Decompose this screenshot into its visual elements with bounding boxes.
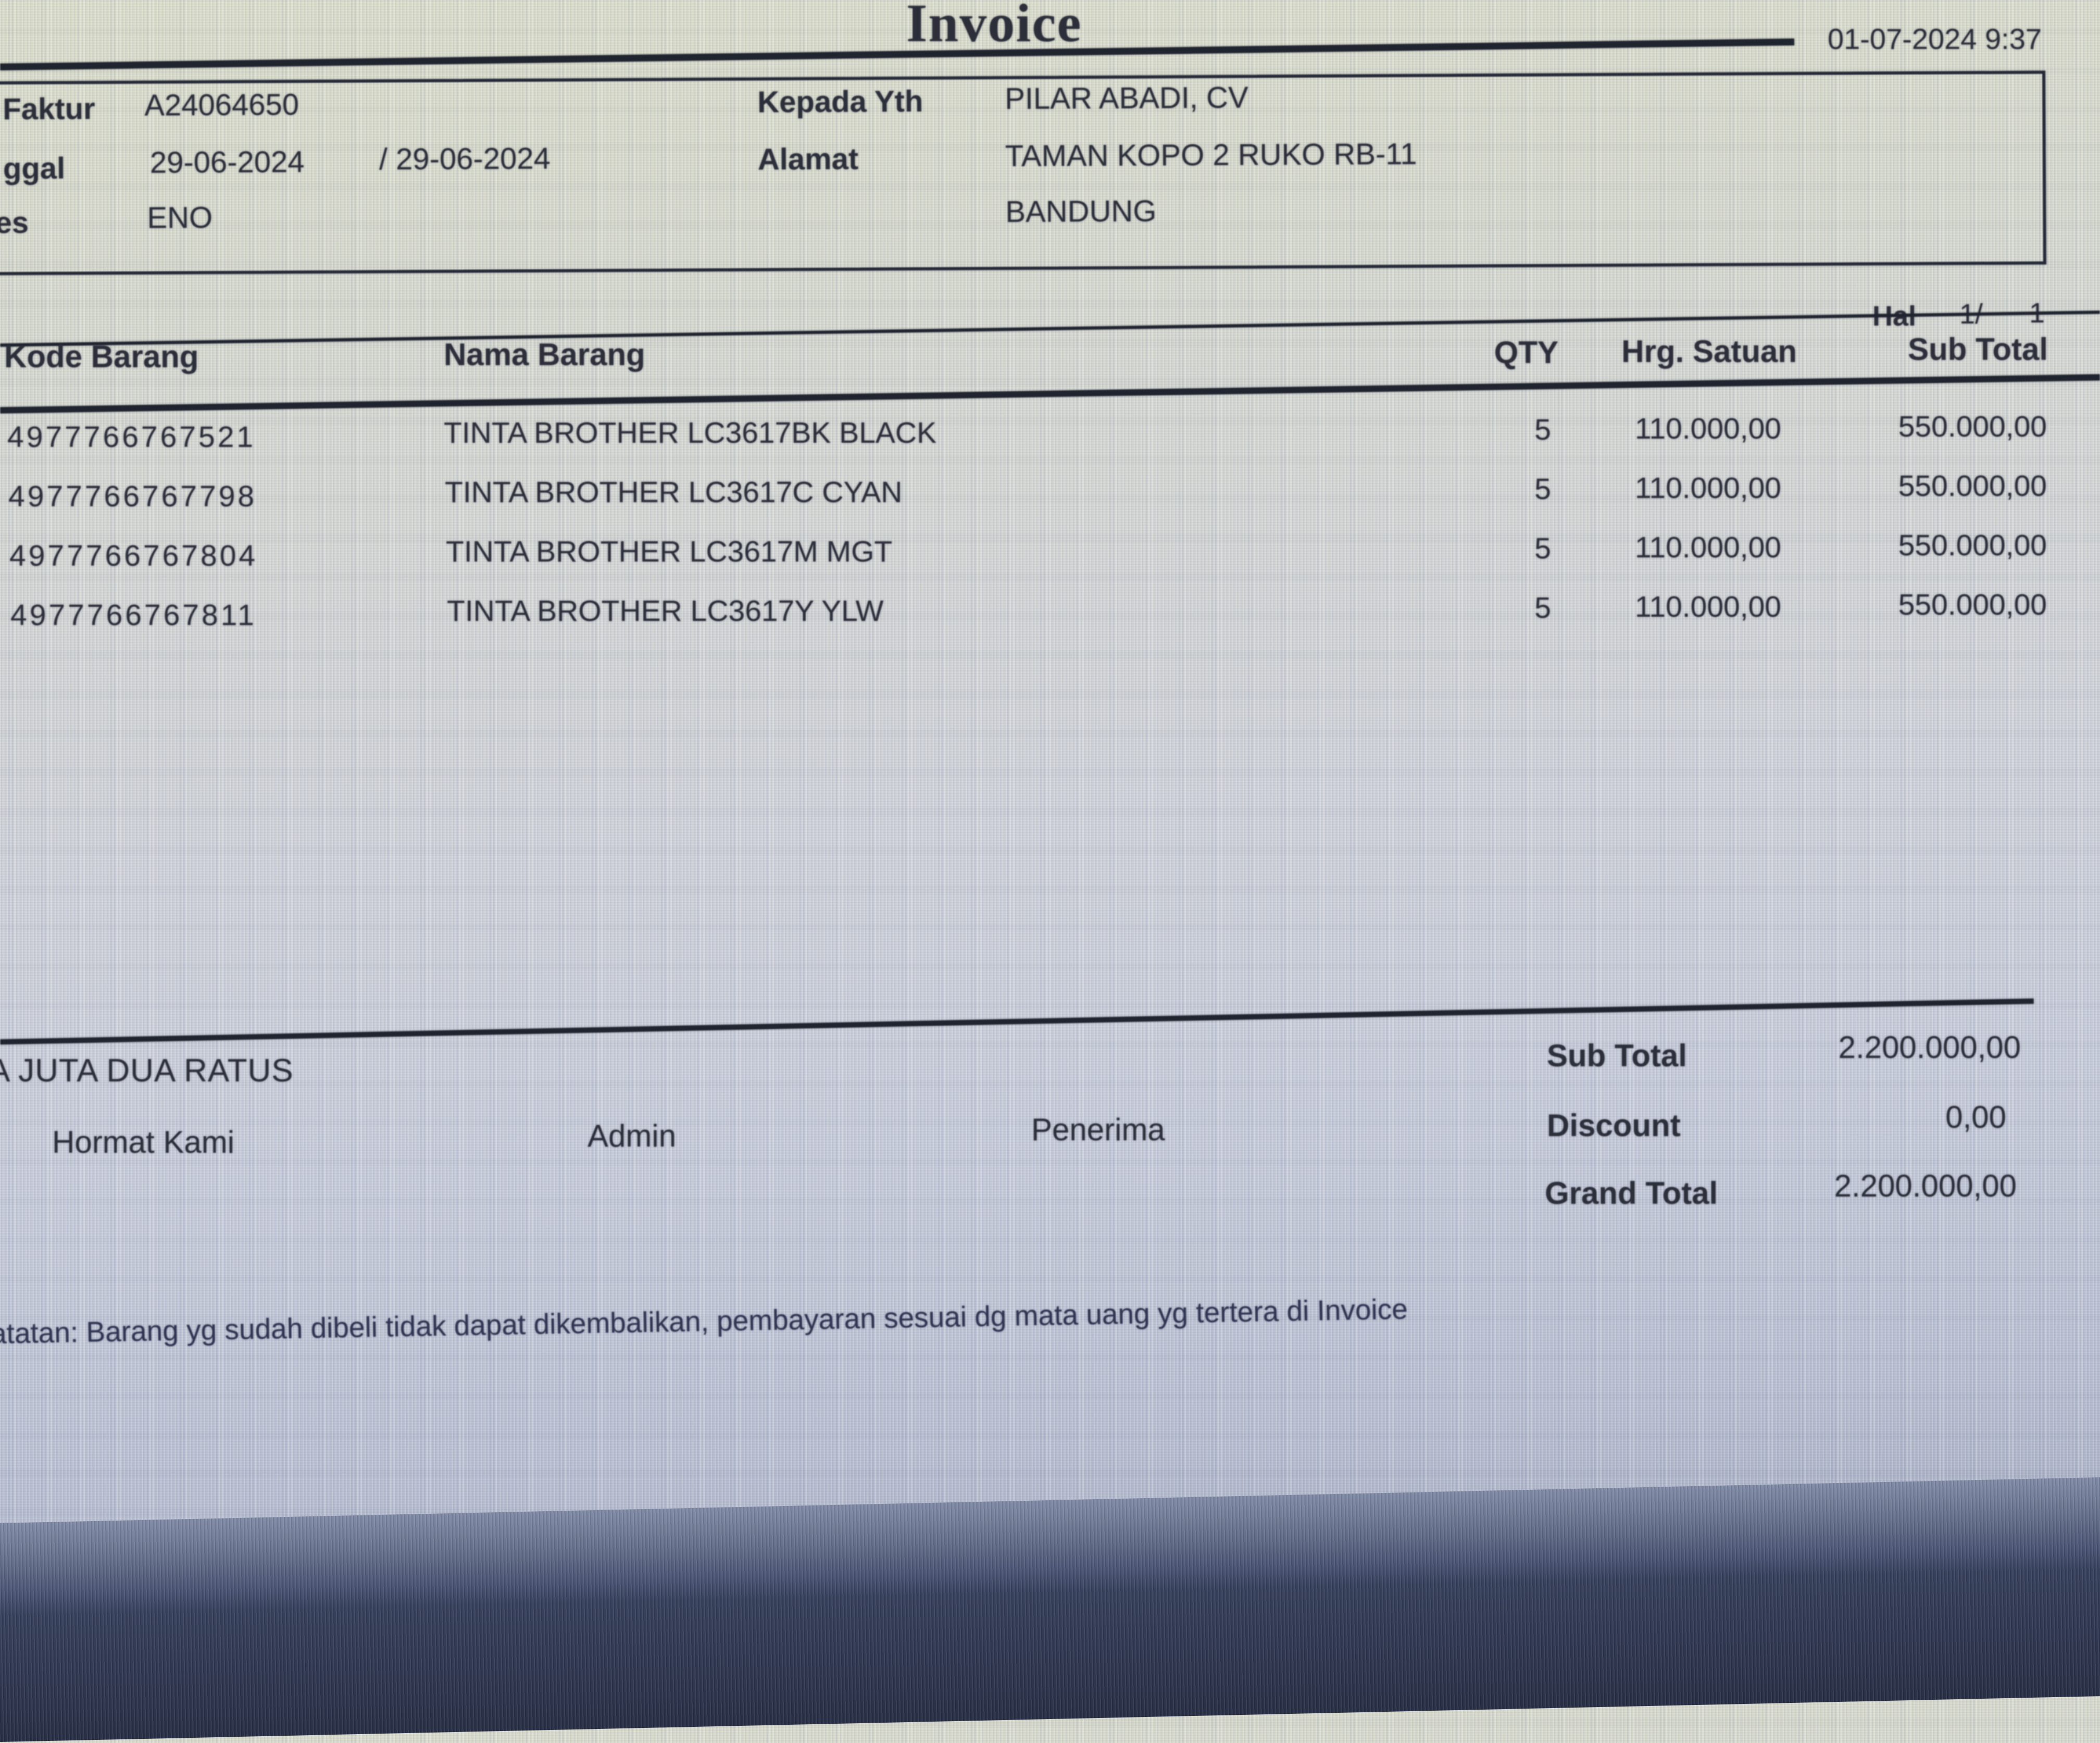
- title-underline: [0, 38, 1794, 71]
- faktur-number: A24064650: [144, 88, 299, 122]
- faktur-label: Faktur: [3, 92, 95, 127]
- cell-nama: TINTA BROTHER LC3617M MGT: [446, 535, 893, 568]
- cell-subtotal: 550.000,00: [1898, 410, 2047, 443]
- sales-value: ENO: [147, 201, 213, 235]
- grand-total-label: Grand Total: [1545, 1176, 1718, 1211]
- tanggal-due-value: / 29-06-2024: [379, 141, 551, 177]
- customer-name: PILAR ABADI, CV: [1005, 80, 1248, 116]
- cell-nama: TINTA BROTHER LC3617C CYAN: [445, 476, 903, 509]
- screen-bottom-edge: [0, 1476, 2100, 1743]
- cell-subtotal: 550.000,00: [1898, 588, 2047, 621]
- cell-qty: 5: [1534, 472, 1551, 506]
- column-header-kode: Kode Barang: [4, 339, 199, 374]
- penerima-label: Penerima: [1031, 1112, 1165, 1147]
- table-header-rule: [0, 374, 2100, 414]
- column-header-qty: QTY: [1494, 335, 1558, 370]
- alamat-label: Alamat: [757, 142, 859, 177]
- cell-hrg: 110.000,00: [1634, 531, 1781, 564]
- cell-qty: 5: [1534, 413, 1551, 446]
- cell-hrg: 110.000,00: [1634, 590, 1781, 624]
- cell-subtotal: 550.000,00: [1898, 529, 2047, 562]
- sales-label: es: [0, 205, 29, 240]
- printed-datetime: 01-07-2024 9:37: [1827, 22, 2042, 55]
- discount-label: Discount: [1547, 1108, 1681, 1143]
- cell-qty: 5: [1534, 532, 1551, 565]
- hormat-kami-label: Hormat Kami: [52, 1125, 235, 1160]
- cell-nama: TINTA BROTHER LC3617BK BLACK: [444, 416, 937, 450]
- column-header-nama: Nama Barang: [444, 337, 645, 372]
- amount-in-words: A JUTA DUA RATUS: [0, 1053, 294, 1089]
- cell-hrg: 110.000,00: [1634, 412, 1781, 445]
- cell-subtotal: 550.000,00: [1898, 469, 2047, 503]
- grand-total-value: 2.200.000,00: [1834, 1168, 2017, 1203]
- invoice-header-box: Faktur A24064650 Kepada Yth PILAR ABADI,…: [0, 70, 2046, 276]
- cell-kode: 4977766767521: [7, 420, 256, 454]
- cell-kode: 4977766767811: [10, 599, 257, 632]
- address-line2: BANDUNG: [1005, 194, 1157, 229]
- tanggal-value: 29-06-2024: [149, 145, 305, 180]
- cell-hrg: 110.000,00: [1634, 471, 1781, 505]
- summary-rule: [0, 998, 2034, 1045]
- discount-value: 0,00: [1945, 1100, 2006, 1135]
- sub-total-label: Sub Total: [1547, 1038, 1687, 1073]
- admin-label: Admin: [588, 1118, 677, 1153]
- address-line1: TAMAN KOPO 2 RUKO RB-11: [1005, 137, 1417, 173]
- cell-kode: 4977766767804: [9, 539, 258, 572]
- kepada-yth-label: Kepada Yth: [757, 84, 923, 119]
- cell-kode: 4977766767798: [8, 480, 257, 513]
- tanggal-label: ggal: [3, 151, 66, 186]
- sub-total-value: 2.200.000,00: [1838, 1030, 2021, 1065]
- column-header-subtotal: Sub Total: [1908, 332, 2048, 367]
- cell-nama: TINTA BROTHER LC3617Y YLW: [447, 594, 884, 628]
- footer-note: atatan: Barang yg sudah dibeli tidak dap…: [0, 1292, 1408, 1350]
- invoice-page: Invoice 01-07-2024 9:37 Faktur A24064650…: [0, 0, 2100, 1350]
- cell-qty: 5: [1534, 591, 1551, 625]
- column-header-hrg: Hrg. Satuan: [1621, 334, 1797, 369]
- page-title: Invoice: [906, 0, 1082, 53]
